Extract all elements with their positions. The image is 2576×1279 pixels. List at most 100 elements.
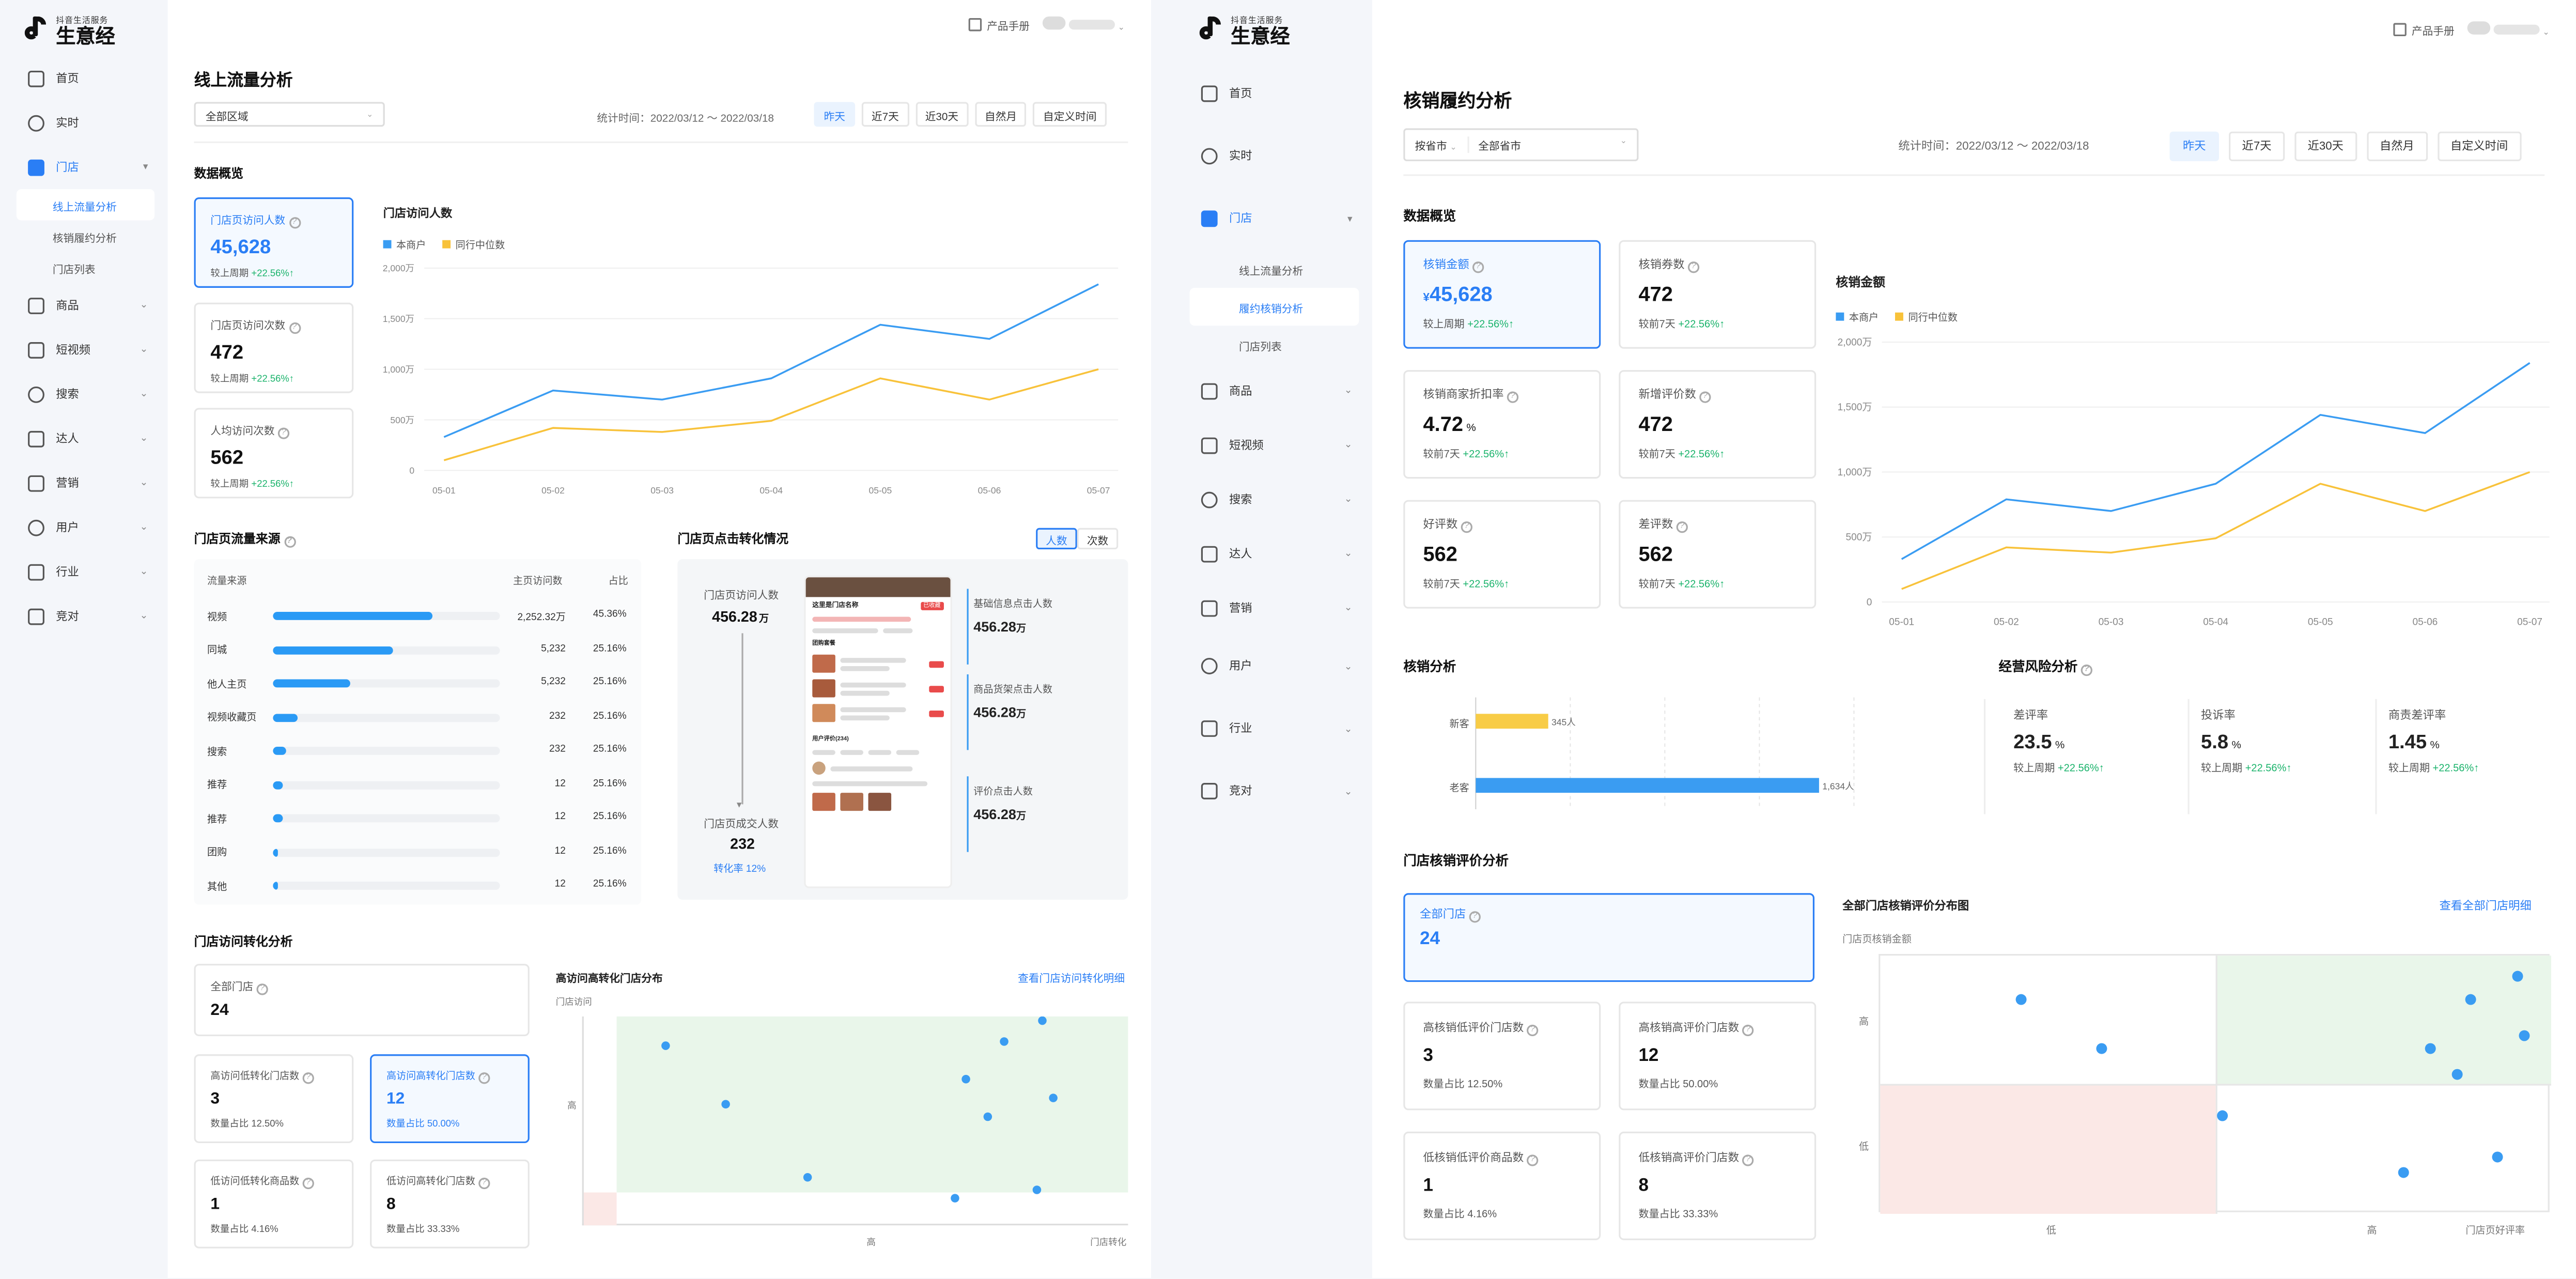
app-logo[interactable]: 抖音生活服务 生意经	[0, 0, 168, 49]
nav-item-home[interactable]: 首页	[0, 56, 168, 100]
metric-card[interactable]: 差评数? 562 较前7天 +22.56%↑	[1619, 500, 1817, 609]
conv-card-low-high[interactable]: 低访问高转化门店数? 8 数量占比 33.33%	[370, 1159, 530, 1249]
help-icon[interactable]: ?	[1472, 261, 1484, 273]
nav-item-search[interactable]: 搜索 ⌄	[1167, 472, 1372, 526]
legend-item-peer[interactable]: 同行中位数	[1895, 309, 1958, 324]
help-icon[interactable]: ?	[1527, 1154, 1539, 1166]
nav-item-goods[interactable]: 商品 ⌄	[0, 283, 168, 327]
help-icon[interactable]: ?	[1742, 1024, 1754, 1037]
nav-item-user[interactable]: 用户 ⌄	[0, 505, 168, 549]
nav-item-search[interactable]: 搜索 ⌄	[0, 372, 168, 416]
help-icon[interactable]: ?	[288, 322, 300, 334]
scatter-point[interactable]	[1000, 1037, 1008, 1046]
time-btn-month[interactable]: 自然月	[2366, 131, 2428, 161]
eval-card[interactable]: 高核销高评价门店数? 12 数量占比 50.00%	[1619, 1001, 1817, 1111]
help-icon[interactable]: ?	[1687, 261, 1700, 273]
toggle-times[interactable]: 次数	[1077, 528, 1119, 550]
nav-item-store[interactable]: 门店 ▾	[1167, 188, 1372, 250]
time-btn-custom[interactable]: 自定义时间	[2437, 131, 2521, 161]
scatter-detail-link[interactable]: 查看全部门店明细	[2439, 901, 2532, 913]
scatter-point[interactable]	[2015, 994, 2027, 1005]
scatter-point[interactable]	[661, 1041, 670, 1050]
account-menu[interactable]: ⌄	[1043, 16, 1125, 33]
province-value[interactable]: 全部省市 ⌄	[1466, 136, 1627, 153]
nav-item-video[interactable]: 短视频 ⌄	[1167, 418, 1372, 472]
help-icon[interactable]: ?	[256, 983, 268, 995]
manual-link[interactable]: 产品手册	[2393, 21, 2455, 38]
scatter-point[interactable]	[951, 1194, 959, 1203]
scatter-point[interactable]	[2096, 1043, 2107, 1054]
help-icon[interactable]: ?	[302, 1177, 314, 1190]
metric-card-visits[interactable]: 门店页访问次数? 472 较上周期 +22.56%↑	[194, 302, 354, 393]
help-icon[interactable]: ?	[1461, 521, 1473, 533]
subnav-online-traffic[interactable]: 线上流量分析	[1239, 266, 1303, 278]
scatter-point[interactable]	[2217, 1110, 2228, 1121]
time-btn-7days[interactable]: 近7天	[2229, 131, 2285, 161]
metric-card[interactable]: 新增评价数? 472 较前7天 +22.56%↑	[1619, 370, 1817, 479]
nav-item-industry[interactable]: 行业 ⌄	[1167, 698, 1372, 760]
help-icon[interactable]: ?	[302, 1072, 314, 1084]
conv-card-high-high[interactable]: 高访问高转化门店数? 12 数量占比 50.00%	[370, 1054, 530, 1144]
metric-card-avg-visits[interactable]: 人均访问次数? 562 较上周期 +22.56%↑	[194, 408, 354, 499]
time-btn-yesterday[interactable]: 昨天	[2169, 131, 2219, 161]
app-logo[interactable]: 抖音生活服务 生意经	[1167, 0, 1372, 49]
scatter-point[interactable]	[1038, 1016, 1047, 1025]
scatter-point[interactable]	[721, 1100, 730, 1109]
time-btn-30days[interactable]: 近30天	[2294, 131, 2357, 161]
scatter-point[interactable]	[983, 1112, 992, 1121]
manual-link[interactable]: 产品手册	[969, 17, 1030, 33]
scatter-point[interactable]	[2398, 1167, 2409, 1178]
nav-item-realtime[interactable]: 实时	[0, 100, 168, 145]
help-icon[interactable]: ?	[1507, 391, 1519, 403]
scatter-point[interactable]	[1032, 1185, 1042, 1194]
scatter-point[interactable]	[961, 1074, 970, 1084]
help-icon[interactable]: ?	[478, 1177, 490, 1190]
scatter-point[interactable]	[2512, 970, 2523, 982]
legend-item-peer[interactable]: 同行中位数	[442, 237, 505, 252]
help-icon[interactable]: ?	[478, 1072, 490, 1084]
help-icon[interactable]: ?	[1527, 1024, 1539, 1037]
nav-item-home[interactable]: 首页	[1167, 63, 1372, 125]
help-icon[interactable]: ?	[284, 536, 296, 548]
time-btn-30days[interactable]: 近30天	[915, 102, 969, 127]
metric-card[interactable]: 核销券数? 472 较前7天 +22.56%↑	[1619, 240, 1817, 349]
nav-item-marketing[interactable]: 营销 ⌄	[0, 460, 168, 505]
scatter-point[interactable]	[1049, 1093, 1058, 1102]
help-icon[interactable]: ?	[277, 427, 290, 439]
scatter-point[interactable]	[2451, 1069, 2463, 1080]
province-select[interactable]: 按省市 ⌄ 全部省市 ⌄	[1403, 128, 1639, 161]
scatter-point[interactable]	[2519, 1030, 2530, 1041]
subnav-store-list[interactable]: 门店列表	[52, 264, 96, 276]
help-icon[interactable]: ?	[2081, 664, 2092, 676]
help-icon[interactable]: ?	[1699, 391, 1711, 403]
time-btn-7days[interactable]: 近7天	[861, 102, 909, 127]
nav-item-competitor[interactable]: 竞对 ⌄	[1167, 760, 1372, 822]
nav-item-marketing[interactable]: 营销 ⌄	[1167, 581, 1372, 635]
subnav-online-traffic[interactable]: 线上流量分析	[16, 189, 155, 221]
eval-card[interactable]: 低核销高评价门店数? 8 数量占比 33.33%	[1619, 1131, 1817, 1240]
scatter-point[interactable]	[2425, 1043, 2436, 1054]
nav-item-influencer[interactable]: 达人 ⌄	[0, 416, 168, 460]
region-select[interactable]: 全部区域 ⌄	[194, 102, 385, 127]
time-btn-yesterday[interactable]: 昨天	[814, 102, 856, 127]
metric-card[interactable]: 好评数? 562 较前7天 +22.56%↑	[1403, 500, 1601, 609]
metric-card[interactable]: 核销金额? ¥45,628 较上周期 +22.56%↑	[1403, 240, 1601, 349]
nav-item-competitor[interactable]: 竞对 ⌄	[0, 594, 168, 638]
toggle-people[interactable]: 人数	[1036, 528, 1077, 550]
conv-card-low-low[interactable]: 低访问低转化商品数? 1 数量占比 4.16%	[194, 1159, 354, 1249]
help-icon[interactable]: ?	[288, 217, 300, 229]
eval-card-all[interactable]: 全部门店? 24	[1403, 893, 1815, 982]
legend-item-merchant[interactable]: 本商户	[383, 237, 426, 252]
nav-item-influencer[interactable]: 达人 ⌄	[1167, 526, 1372, 580]
help-icon[interactable]: ?	[1676, 521, 1688, 533]
scatter-point[interactable]	[803, 1173, 812, 1182]
metric-card[interactable]: 核销商家折扣率? 4.72% 较前7天 +22.56%↑	[1403, 370, 1601, 479]
conv-card-high-low[interactable]: 高访问低转化门店数? 3 数量占比 12.50%	[194, 1054, 354, 1144]
nav-item-industry[interactable]: 行业 ⌄	[0, 549, 168, 594]
nav-item-store[interactable]: 门店 ▾	[0, 145, 168, 189]
subnav-verification[interactable]: 履约核销分析	[1189, 287, 1359, 326]
help-icon[interactable]: ?	[1742, 1154, 1754, 1166]
nav-item-user[interactable]: 用户 ⌄	[1167, 635, 1372, 698]
metric-card-visitors[interactable]: 门店页访问人数? 45,628 较上周期 +22.56%↑	[194, 197, 354, 288]
subnav-verification[interactable]: 核销履约分析	[52, 233, 117, 244]
